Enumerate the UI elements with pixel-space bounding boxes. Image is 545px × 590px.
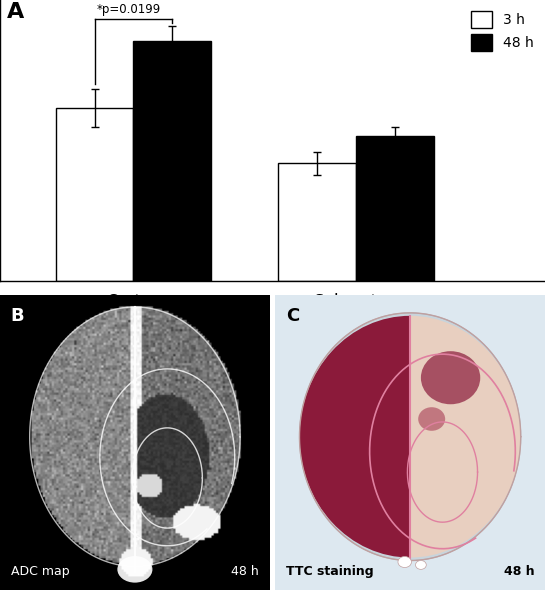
Bar: [56, 108, 134, 281]
Wedge shape: [300, 316, 410, 558]
Wedge shape: [410, 316, 520, 558]
Text: *p=0.0199: *p=0.0199: [97, 2, 161, 15]
Ellipse shape: [398, 556, 411, 568]
Ellipse shape: [418, 407, 445, 431]
Ellipse shape: [421, 351, 480, 404]
Text: 48 h: 48 h: [231, 565, 259, 578]
Text: C: C: [286, 307, 299, 325]
Ellipse shape: [415, 560, 426, 569]
Bar: [134, 41, 211, 281]
Text: 48 h: 48 h: [504, 565, 534, 578]
Text: B: B: [11, 307, 25, 325]
Legend: 3 h, 48 h: 3 h, 48 h: [467, 7, 538, 55]
Ellipse shape: [300, 313, 520, 560]
Ellipse shape: [117, 556, 153, 583]
Text: TTC staining: TTC staining: [286, 565, 374, 578]
Text: ADC map: ADC map: [11, 565, 69, 578]
Text: A: A: [7, 2, 24, 22]
Bar: [278, 163, 356, 281]
Bar: [356, 136, 434, 281]
